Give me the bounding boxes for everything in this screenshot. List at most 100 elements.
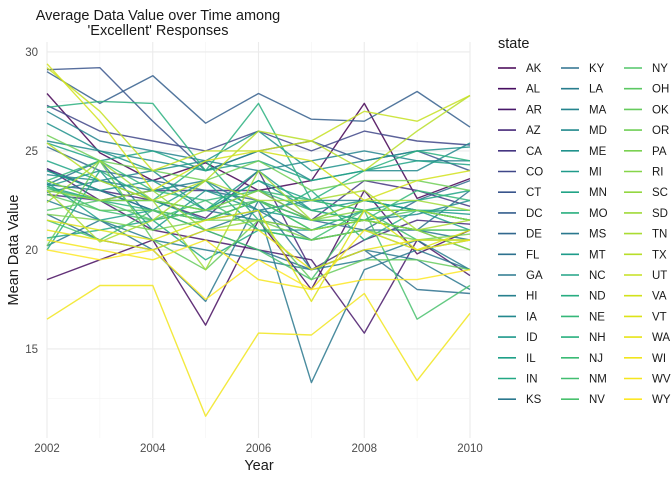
legend-label: OH xyxy=(652,84,669,96)
legend-item-md: MD xyxy=(561,125,607,137)
legend-item-nh: NH xyxy=(561,332,606,344)
legend-item-wa: WA xyxy=(624,332,670,344)
legend-item-ut: UT xyxy=(624,270,667,282)
legend-label: WV xyxy=(652,374,671,386)
x-tick-label: 2010 xyxy=(457,443,483,455)
legend-item-ar: AR xyxy=(498,104,542,116)
legend-label: DC xyxy=(526,208,543,220)
legend-label: MD xyxy=(589,125,607,137)
legend-item-tx: TX xyxy=(624,249,667,261)
legend-item-sc: SC xyxy=(624,187,668,199)
legend-label: FL xyxy=(526,249,540,261)
legend-label: TX xyxy=(652,249,667,261)
legend-label: NH xyxy=(589,332,606,344)
legend-label: MI xyxy=(589,167,602,179)
y-tick-label: 20 xyxy=(25,245,38,257)
legend-label: MN xyxy=(589,187,607,199)
legend-item-pa: PA xyxy=(624,146,667,158)
legend-item-al: AL xyxy=(498,84,541,96)
x-tick-label: 2006 xyxy=(246,443,272,455)
legend-item-ny: NY xyxy=(624,63,668,75)
y-axis-ticks: 15 20 25 30 xyxy=(25,47,38,356)
legend-label: WI xyxy=(652,353,666,365)
series-line-wi xyxy=(46,284,471,417)
series-line-va xyxy=(46,63,471,202)
series-line-tx xyxy=(46,94,471,202)
legend-item-wv: WV xyxy=(624,374,671,386)
legend-label: VA xyxy=(652,291,667,303)
legend-label: KY xyxy=(589,63,605,75)
legend-item-il: IL xyxy=(498,353,536,365)
legend-item-nc: NC xyxy=(561,270,606,282)
legend-label: NM xyxy=(589,374,607,386)
legend-item-hi: HI xyxy=(498,291,538,303)
legend-item-ky: KY xyxy=(561,63,605,75)
legend-label: CT xyxy=(526,187,541,199)
legend-item-ia: IA xyxy=(498,311,537,323)
series-line-tn xyxy=(46,179,471,243)
x-axis-title: Year xyxy=(244,458,273,474)
legend-label: MS xyxy=(589,229,607,241)
legend-item-nd: ND xyxy=(561,291,606,303)
series-lines xyxy=(46,63,471,417)
legend-label: IA xyxy=(526,311,537,323)
legend-item-wi: WI xyxy=(624,353,666,365)
series-line-sc xyxy=(46,179,471,251)
legend-label: NE xyxy=(589,311,605,323)
legend-item-vt: VT xyxy=(624,311,667,323)
x-tick-label: 2002 xyxy=(34,443,60,455)
legend-item-ak: AK xyxy=(498,63,542,75)
legend-item-or: OR xyxy=(624,125,669,137)
legend-label: WY xyxy=(652,394,671,406)
legend-item-me: ME xyxy=(561,146,607,158)
legend-item-sd: SD xyxy=(624,208,668,220)
legend-label: LA xyxy=(589,84,603,96)
legend-item-mo: MO xyxy=(561,208,608,220)
legend-item-ct: CT xyxy=(498,187,541,199)
y-axis-title: Mean Data Value xyxy=(6,195,22,306)
series-line-wy xyxy=(46,249,471,301)
legend-label: MO xyxy=(589,208,608,220)
x-tick-label: 2004 xyxy=(140,443,166,455)
series-line-wv xyxy=(46,229,471,291)
legend-label: NV xyxy=(589,394,605,406)
legend-label: ND xyxy=(589,291,606,303)
series-line-dc xyxy=(46,71,471,128)
legend-label: PA xyxy=(652,146,667,158)
legend-item-ms: MS xyxy=(561,229,607,241)
legend-item-ma: MA xyxy=(561,104,607,116)
legend-label: OR xyxy=(652,125,669,137)
legend-item-wy: WY xyxy=(624,394,671,406)
legend-label: ME xyxy=(589,146,607,158)
legend-item-id: ID xyxy=(498,332,538,344)
legend-label: NJ xyxy=(589,353,603,365)
series-line-or xyxy=(46,134,471,192)
legend-label: HI xyxy=(526,291,538,303)
legend-item-la: LA xyxy=(561,84,603,96)
series-line-nv xyxy=(46,209,471,320)
y-tick-label: 15 xyxy=(25,344,38,356)
legend-item-oh: OH xyxy=(624,84,669,96)
legend-item-az: AZ xyxy=(498,125,541,137)
legend-item-ga: GA xyxy=(498,270,543,282)
legend-item-ri: RI xyxy=(624,167,664,179)
legend-item-ok: OK xyxy=(624,104,669,116)
legend-label: TN xyxy=(652,229,667,241)
legend-label: CO xyxy=(526,167,543,179)
x-tick-label: 2008 xyxy=(351,443,377,455)
legend-label: WA xyxy=(652,332,670,344)
legend-label: VT xyxy=(652,311,667,323)
legend-item-nv: NV xyxy=(561,394,605,406)
series-line-nh xyxy=(46,100,471,202)
y-tick-label: 30 xyxy=(25,47,38,59)
legend-item-mi: MI xyxy=(561,167,602,179)
series-line-ri xyxy=(46,189,471,221)
legend-item-in: IN xyxy=(498,374,538,386)
legend-item-mn: MN xyxy=(561,187,607,199)
legend-item-ca: CA xyxy=(498,146,542,158)
legend-label: SC xyxy=(652,187,668,199)
legend-label: IN xyxy=(526,374,538,386)
legend-item-tn: TN xyxy=(624,229,667,241)
